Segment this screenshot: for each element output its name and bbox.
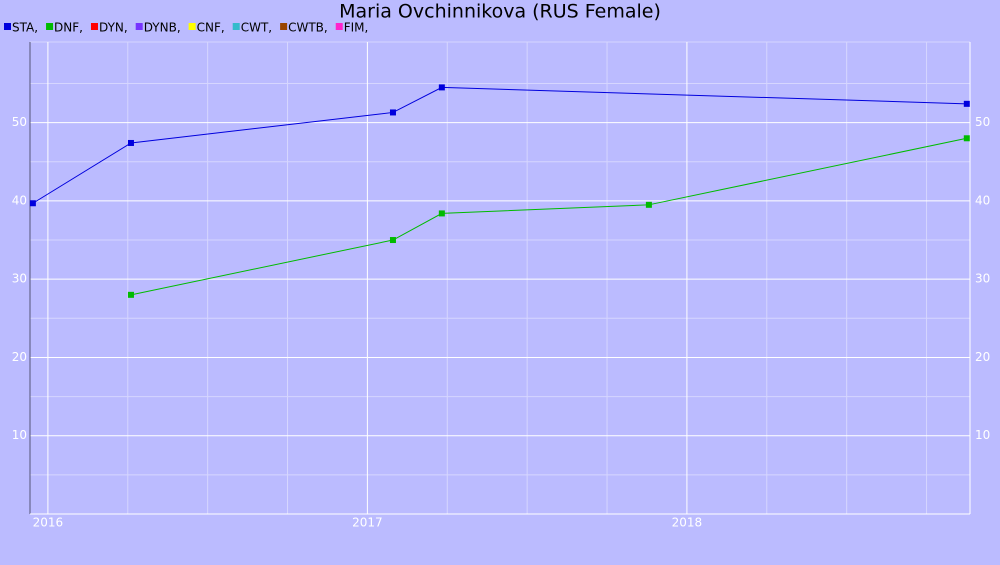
- data-point: [389, 109, 396, 116]
- x-tick-label: 2017: [352, 516, 383, 530]
- data-point: [963, 100, 970, 107]
- legend-label: STA,: [12, 21, 38, 35]
- legend-label: CNF,: [197, 21, 225, 35]
- data-point: [29, 200, 36, 207]
- x-tick-label: 2018: [672, 516, 703, 530]
- legend-label: DYNB,: [144, 21, 181, 35]
- legend-swatch: [90, 23, 98, 30]
- y2-tick-label: 10: [975, 428, 990, 442]
- legend-swatch: [4, 23, 11, 30]
- chart-title: Maria Ovchinnikova (RUS Female): [339, 1, 661, 23]
- data-point: [438, 84, 445, 91]
- y-tick-label: 10: [12, 428, 27, 442]
- legend-swatch: [135, 23, 143, 30]
- y2-tick-label: 50: [975, 115, 990, 129]
- legend-swatch: [280, 23, 288, 30]
- legend-swatch: [188, 23, 196, 30]
- legend-swatch: [46, 23, 54, 30]
- x-tick-label: 2016: [33, 516, 64, 530]
- y-tick-label: 50: [12, 115, 27, 129]
- data-point: [645, 201, 652, 208]
- legend-label: CWT,: [241, 21, 272, 35]
- data-point: [438, 210, 445, 217]
- y2-tick-label: 30: [975, 272, 990, 286]
- data-point: [127, 291, 134, 298]
- data-point: [127, 139, 134, 146]
- y-tick-label: 40: [12, 193, 27, 207]
- legend-label: FIM,: [344, 21, 369, 35]
- legend-label: CWTB,: [288, 21, 328, 35]
- legend-swatch: [232, 23, 240, 30]
- y-tick-label: 30: [12, 272, 27, 286]
- y-tick-label: 20: [12, 350, 27, 364]
- data-point: [963, 135, 970, 142]
- y2-tick-label: 20: [975, 350, 990, 364]
- legend-label: DYN,: [99, 21, 128, 35]
- legend-label: DNF,: [54, 21, 83, 35]
- y2-tick-label: 40: [975, 193, 990, 207]
- legend-swatch: [335, 23, 343, 30]
- data-point: [389, 237, 396, 244]
